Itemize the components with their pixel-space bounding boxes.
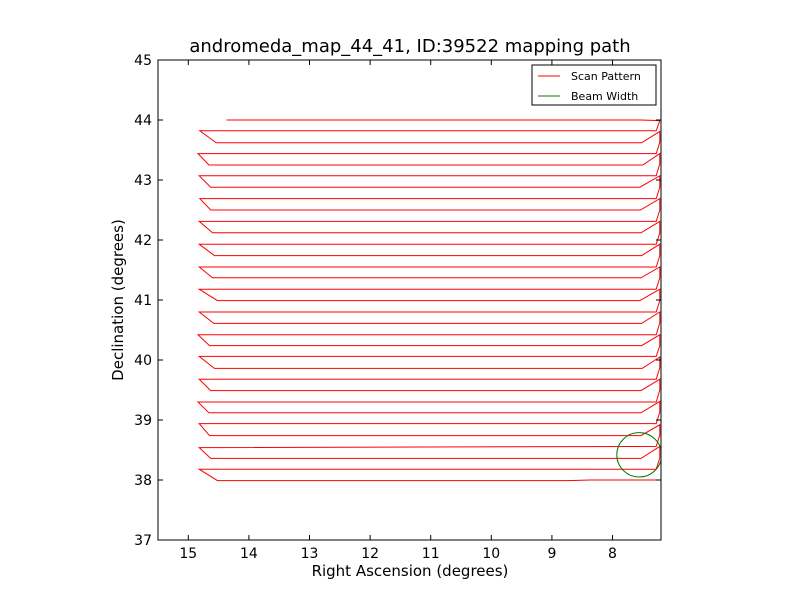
chart-title: andromeda_map_44_41, ID:39522 mapping pa… [189, 36, 630, 57]
x-tick-label: 13 [301, 546, 319, 562]
y-tick-label: 43 [134, 173, 152, 189]
y-tick-label: 40 [134, 353, 152, 369]
legend-label-scan-pattern: Scan Pattern [571, 70, 641, 83]
legend-label-beam-width: Beam Width [571, 90, 638, 103]
y-tick-label: 39 [134, 413, 152, 429]
series-line-scan-pattern [196, 119, 661, 482]
series-circle-beam-width [616, 432, 661, 478]
x-tick-label: 8 [608, 546, 617, 562]
plot-layer [196, 119, 661, 482]
y-tick-label: 42 [134, 233, 152, 249]
x-tick-label: 10 [482, 546, 500, 562]
x-tick-label: 14 [240, 546, 258, 562]
y-tick-label: 44 [134, 113, 152, 129]
y-axis-label: Declination (degrees) [109, 219, 127, 381]
y-tick-label: 41 [134, 293, 152, 309]
x-tick-label: 11 [422, 546, 440, 562]
ticks-layer: 15 14 13 12 11 10 9 8 37 38 39 40 41 42 43 44 45 [134, 53, 661, 562]
legend-box [531, 64, 657, 106]
y-tick-label: 45 [134, 53, 152, 69]
legend: Scan Pattern Beam Width [531, 64, 657, 106]
x-tick-label: 15 [179, 546, 197, 562]
y-tick-label: 37 [134, 533, 152, 549]
x-tick-label: 12 [361, 546, 379, 562]
x-axis-label: Right Ascension (degrees) [312, 562, 509, 580]
x-tick-label: 9 [547, 546, 556, 562]
y-tick-label: 38 [134, 473, 152, 489]
